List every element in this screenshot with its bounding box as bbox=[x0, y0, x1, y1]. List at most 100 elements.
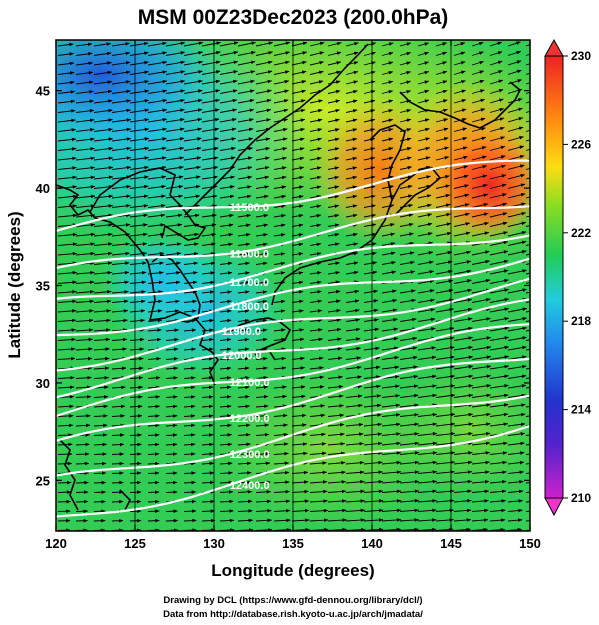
wind-arrow-icon bbox=[219, 337, 232, 342]
wind-arrow-icon bbox=[471, 393, 492, 398]
wind-arrow-icon bbox=[237, 242, 251, 247]
wind-arrow-icon bbox=[111, 385, 126, 390]
wind-arrow-icon bbox=[255, 223, 269, 228]
wind-arrow-icon bbox=[291, 128, 305, 132]
wind-arrow-icon bbox=[183, 213, 200, 218]
colorbar-lower-triangle-icon bbox=[544, 497, 564, 517]
wind-arrow-icon bbox=[57, 194, 78, 199]
wind-arrow-icon bbox=[309, 328, 323, 332]
wind-arrow-icon bbox=[327, 89, 341, 94]
wind-arrow-icon bbox=[147, 79, 168, 85]
wind-arrow-icon bbox=[525, 282, 530, 284]
wind-arrow-icon bbox=[525, 225, 530, 227]
wind-arrow-icon bbox=[75, 127, 95, 132]
wind-arrow-icon bbox=[507, 136, 524, 142]
wind-arrow-icon bbox=[93, 347, 110, 351]
wind-arrow-icon bbox=[291, 166, 305, 170]
wind-arrow-icon bbox=[327, 347, 343, 351]
wind-arrow-icon bbox=[309, 271, 322, 275]
wind-arrow-icon bbox=[525, 310, 530, 313]
wind-arrow-icon bbox=[291, 204, 304, 209]
wind-arrow-icon bbox=[237, 366, 250, 371]
wind-arrow-icon bbox=[165, 223, 183, 227]
wind-arrow-icon bbox=[363, 61, 376, 66]
wind-arrow-icon bbox=[129, 80, 150, 85]
wind-arrow-icon bbox=[273, 356, 287, 361]
wind-arrow-icon bbox=[309, 194, 322, 199]
wind-arrow-icon bbox=[129, 242, 148, 246]
wind-arrow-icon bbox=[381, 80, 394, 85]
wind-arrow-icon bbox=[291, 137, 305, 142]
wind-arrow-icon bbox=[417, 232, 433, 237]
wind-arrow-icon bbox=[381, 147, 394, 151]
wind-arrow-icon bbox=[291, 404, 307, 408]
wind-arrow-icon bbox=[111, 99, 132, 104]
wind-arrow-icon bbox=[165, 509, 178, 513]
wind-arrow-icon bbox=[417, 279, 435, 284]
wind-arrow-icon bbox=[489, 60, 503, 66]
wind-arrow-icon bbox=[75, 223, 96, 227]
wind-arrow-icon bbox=[417, 393, 438, 398]
wind-arrow-icon bbox=[57, 71, 75, 75]
wind-arrow-icon bbox=[93, 194, 114, 199]
wind-arrow-icon bbox=[273, 118, 289, 123]
wind-arrow-icon bbox=[291, 156, 305, 161]
wind-arrow-icon bbox=[309, 147, 322, 151]
wind-arrow-icon bbox=[525, 167, 530, 170]
wind-arrow-icon bbox=[273, 299, 286, 304]
wind-arrow-icon bbox=[129, 309, 146, 313]
wind-arrow-icon bbox=[507, 173, 526, 180]
wind-arrow-icon bbox=[129, 184, 149, 189]
wind-arrow-icon bbox=[165, 41, 186, 47]
colorbar-scale bbox=[544, 55, 564, 499]
wind-arrow-icon bbox=[381, 394, 401, 398]
wind-arrow-icon bbox=[489, 307, 510, 313]
wind-arrow-icon bbox=[183, 509, 197, 513]
wind-arrow-icon bbox=[255, 356, 268, 361]
wind-arrow-icon bbox=[147, 108, 168, 113]
wind-arrow-icon bbox=[399, 374, 419, 379]
wind-arrow-icon bbox=[507, 79, 523, 85]
wind-arrow-icon bbox=[435, 61, 448, 66]
wind-arrow-icon bbox=[453, 146, 468, 151]
wind-arrow-icon bbox=[381, 175, 394, 180]
wind-arrow-icon bbox=[507, 117, 524, 123]
wind-arrow-icon bbox=[273, 252, 286, 256]
wind-arrow-icon bbox=[93, 232, 113, 237]
wind-arrow-icon bbox=[165, 242, 182, 246]
wind-arrow-icon bbox=[399, 137, 412, 142]
wind-arrow-icon bbox=[255, 60, 273, 66]
wind-arrow-icon bbox=[93, 490, 107, 494]
wind-arrow-icon bbox=[57, 452, 73, 456]
wind-arrow-icon bbox=[183, 490, 197, 494]
wind-arrow-icon bbox=[489, 278, 509, 284]
wind-arrow-icon bbox=[129, 318, 146, 323]
wind-arrow-icon bbox=[291, 51, 308, 56]
wind-arrow-icon bbox=[237, 233, 251, 237]
wind-arrow-icon bbox=[183, 98, 203, 104]
wind-arrow-icon bbox=[237, 127, 254, 132]
wind-arrow-icon bbox=[453, 80, 466, 85]
wind-arrow-icon bbox=[471, 403, 491, 408]
wind-arrow-icon bbox=[453, 118, 467, 123]
wind-arrow-icon bbox=[183, 395, 196, 399]
wind-arrow-icon bbox=[93, 242, 113, 246]
wind-arrow-icon bbox=[363, 242, 377, 246]
wind-arrow-icon bbox=[399, 403, 419, 408]
wind-arrow-icon bbox=[345, 232, 358, 237]
wind-arrow-icon bbox=[525, 367, 530, 370]
wind-arrow-icon bbox=[435, 156, 450, 161]
wind-arrow-icon bbox=[381, 61, 394, 66]
wind-arrow-icon bbox=[219, 108, 238, 113]
wind-arrow-icon bbox=[219, 347, 232, 352]
wind-arrow-icon bbox=[183, 60, 204, 66]
wind-arrow-icon bbox=[453, 260, 472, 265]
wind-arrow-icon bbox=[201, 137, 220, 142]
wind-arrow-icon bbox=[75, 280, 95, 285]
wind-arrow-icon bbox=[417, 308, 436, 313]
wind-arrow-icon bbox=[363, 308, 379, 313]
wind-arrow-icon bbox=[345, 289, 360, 294]
wind-arrow-icon bbox=[327, 290, 341, 294]
wind-arrow-icon bbox=[183, 499, 197, 504]
wind-arrow-icon bbox=[417, 89, 430, 94]
